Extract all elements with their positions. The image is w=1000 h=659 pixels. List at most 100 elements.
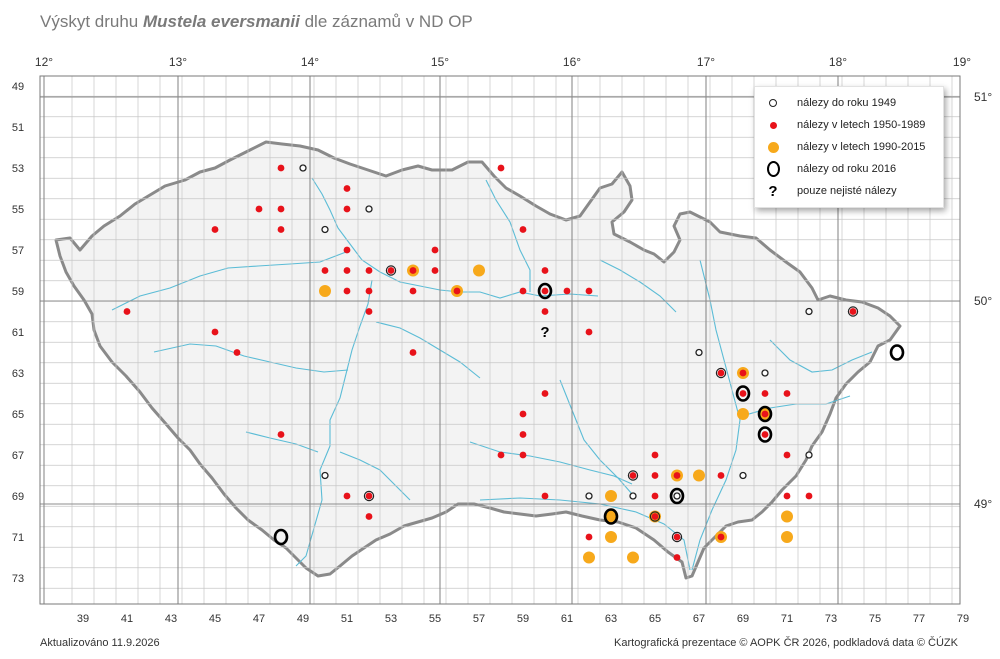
record-1950-1989: [211, 226, 219, 233]
title-suffix: dle záznamů v ND OP: [299, 12, 473, 31]
record-1990-2015: [693, 469, 705, 482]
record-1950-1989: [673, 472, 681, 479]
record-pre-1949: [673, 492, 681, 500]
grid-col-label: 79: [957, 613, 969, 625]
record-pre-1949: [629, 492, 637, 500]
record-1950-1989: [453, 287, 461, 295]
record-pre-1949: [585, 492, 593, 500]
occurrence-records: [123, 164, 905, 564]
record-1990-2015: [473, 264, 485, 277]
record-1990-2015: [605, 510, 617, 523]
record-1950-1989: [365, 287, 373, 295]
record-since-2016: [537, 282, 553, 300]
record-1950-1989: [277, 226, 285, 233]
latitude-label: 50°: [974, 294, 992, 308]
record-1950-1989: [277, 431, 285, 438]
river-svratka: [559, 379, 633, 495]
grid-row-label: 55: [12, 204, 24, 216]
grid-col-label: 39: [77, 613, 89, 625]
record-outline: [715, 367, 727, 379]
record-outline: [385, 265, 397, 276]
record-pre-1949: [695, 348, 703, 357]
record-outline: [627, 470, 639, 481]
legend-label: nálezy v letech 1950-1989: [797, 119, 926, 131]
legend-label: nálezy do roku 1949: [797, 97, 897, 109]
record-since-2016: [889, 344, 905, 361]
legend-item-uncertain: ? pouze nejisté nálezy: [755, 181, 897, 201]
legend-label: pouze nejisté nálezy: [797, 185, 897, 197]
record-1950-1989: [255, 205, 263, 213]
record-1990-2015: [737, 408, 749, 420]
record-1950-1989: [343, 287, 351, 295]
record-outline: [649, 511, 661, 522]
record-1950-1989: [387, 267, 395, 274]
record-1950-1989: [365, 267, 373, 274]
latitude-label: 49°: [974, 497, 992, 511]
river-odra: [769, 339, 873, 373]
record-1950-1989: [277, 205, 285, 213]
grid-col-label: 49: [297, 613, 309, 625]
map-legend: nálezy do roku 1949 nálezy v letech 1950…: [754, 86, 944, 208]
updated-note: Aktualizováno 11.9.2026: [40, 637, 160, 649]
record-outline: [671, 531, 683, 543]
grid-col-label: 59: [517, 613, 529, 625]
record-1950-1989: [717, 533, 725, 541]
record-pre-1949: [805, 307, 813, 316]
record-1950-1989: [431, 246, 439, 254]
record-1950-1989: [651, 492, 659, 500]
record-pre-1949: [805, 451, 813, 459]
legend-item-since-2016: nálezy od roku 2016: [755, 159, 896, 179]
record-1950-1989: [651, 513, 659, 520]
record-1950-1989: [277, 164, 285, 172]
longitude-label: 15°: [431, 55, 449, 69]
record-1950-1989: [233, 349, 241, 356]
river-dyje: [479, 497, 691, 571]
grid-col-label: 77: [913, 613, 925, 625]
grid-row-label: 49: [12, 81, 24, 93]
record-1950-1989: [541, 308, 549, 315]
map-frame: [39, 75, 961, 605]
record-1950-1989: [321, 267, 329, 274]
record-1950-1989: [585, 533, 593, 541]
grid-row-label: 67: [12, 450, 24, 462]
record-1950-1989: [783, 390, 791, 397]
record-1950-1989: [541, 267, 549, 274]
legend-item-1990-2015: nálezy v letech 1990-2015: [755, 137, 925, 157]
grid-col-labels: 39 41 43 45 47 49 51 53 55 57 59 61 63 65 67 69 71 73 75 77…: [77, 613, 969, 625]
record-1950-1989: [673, 554, 681, 561]
record-1950-1989: [541, 390, 549, 397]
record-pre-1949: [321, 471, 329, 480]
river-morava: [691, 259, 741, 571]
record-pre-1949: [299, 164, 307, 172]
record-since-2016: [603, 508, 619, 525]
grid-col-label: 43: [165, 613, 177, 625]
record-1950-1989: [519, 226, 527, 233]
grid-row-label: 73: [12, 573, 24, 585]
legend-item-1950-1989: nálezy v letech 1950-1989: [755, 115, 925, 135]
river-elbe: [311, 177, 599, 299]
record-1950-1989: [585, 287, 593, 295]
grid-col-label: 65: [649, 613, 661, 625]
grid-col-label: 45: [209, 613, 221, 625]
river-berounka: [153, 343, 349, 373]
record-1990-2015: [781, 531, 793, 543]
grid-col-label: 67: [693, 613, 705, 625]
record-since-2016: [273, 528, 289, 546]
grid-row-label: 71: [12, 532, 24, 544]
record-since-2016: [669, 487, 685, 505]
record-1990-2015: [583, 551, 595, 564]
record-1950-1989: [783, 492, 791, 500]
legend-label: nálezy od roku 2016: [797, 163, 897, 175]
record-1950-1989: [519, 287, 527, 295]
longitude-label: 18°: [829, 55, 847, 69]
record-1990-2015: [605, 531, 617, 543]
river-sazava: [375, 321, 481, 379]
record-1950-1989: [365, 513, 373, 520]
record-1950-1989: [519, 410, 527, 418]
longitude-label: 13°: [169, 55, 187, 69]
record-1950-1989: [409, 349, 417, 356]
record-outline: [363, 490, 375, 502]
grid-row-label: 61: [12, 327, 24, 339]
record-1950-1989: [211, 328, 219, 336]
